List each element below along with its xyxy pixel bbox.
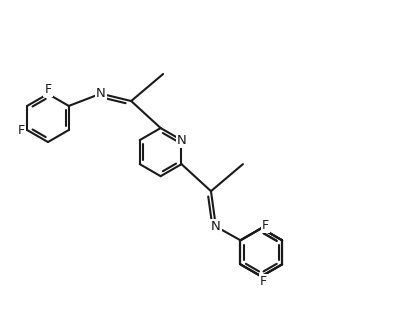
Text: N: N [177, 133, 186, 146]
Text: F: F [45, 83, 52, 96]
Text: F: F [262, 219, 269, 232]
Text: F: F [18, 124, 25, 137]
Text: N: N [211, 220, 221, 233]
Text: N: N [96, 87, 106, 100]
Text: F: F [260, 275, 267, 288]
